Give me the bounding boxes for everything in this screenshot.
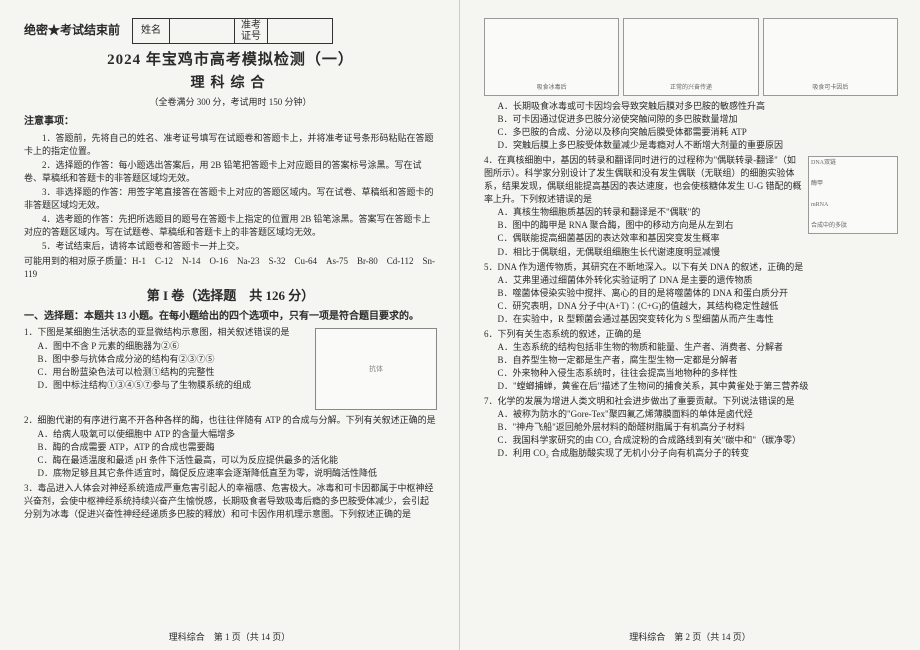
q2-opt-a: A．给病人吸氧可以使细胞中 ATP 的含量大幅增多 [38, 428, 438, 441]
footer-left: 理科综合 第 1 页（共 14 页） [0, 631, 459, 644]
atomic-masses: 可能用到的相对原子质量：H-1 C-12 N-14 O-16 Na-23 S-3… [24, 255, 437, 281]
question-7: 7．化学的发展为增进人类文明和社会进步做出了重要贡献。下列说法错误的是 A．被称… [484, 395, 898, 460]
q7-opt-a: A．被称为防水的"Gore-Tex"聚四氟乙烯薄膜面料的单体是卤代烃 [498, 408, 899, 421]
q6-stem: 6．下列有关生态系统的叙述，正确的是 [484, 329, 642, 339]
footer-right: 理科综合 第 2 页（共 14 页） [460, 631, 920, 644]
question-2: 2．细胞代谢的有序进行离不开各种各样的酶，也往往伴随有 ATP 的合成与分解。下… [24, 414, 437, 479]
q7-opt-b: B．"神舟飞船"返回舱外层材料的酚醛树脂属于有机高分子材料 [498, 421, 899, 434]
name-id-boxes: 姓名 准考 证号 [132, 18, 333, 44]
notice-item: 3．非选择题的作答：用签字笔直接答在答题卡上对应的答题区域内。写在试卷、草稿纸和… [24, 186, 437, 212]
q5-opt-b: B．噬菌体侵染实验中搅拌、离心的目的是将噬菌体的 DNA 和蛋白质分开 [498, 287, 899, 300]
q7-opt-d: D．利用 CO₂ 合成脂肪酸实现了无机小分子向有机高分子的转变 [498, 447, 899, 460]
exam-subject: 理科综合 [24, 74, 437, 94]
q3-figure-strip: 吸食冰毒后 正常的兴奋传递 吸食可卡因后 [484, 18, 898, 96]
exam-title: 2024 年宝鸡市高考模拟检测（一） [24, 50, 437, 72]
q5-stem: 5．DNA 作为遗传物质，其研究在不断地深入。以下有关 DNA 的叙述，正确的是 [484, 262, 803, 272]
q1-stem: 1．下图是某细胞生活状态的亚显微结构示意图，相关叙述错误的是 [24, 327, 290, 337]
q5-opt-a: A．艾弗里通过细菌体外转化实验证明了 DNA 是主要的遗传物质 [498, 274, 899, 287]
q6-opt-c: C．外来物种入侵生态系统时，往往会提高当地物种的多样性 [498, 367, 899, 380]
q6-opt-b: B．自养型生物一定都是生产者，腐生型生物一定都是分解者 [498, 354, 899, 367]
q4-opt-d: D．相比于偶联组，无偶联组细胞生长代谢速度明显减慢 [498, 246, 899, 259]
page-2: 吸食冰毒后 正常的兴奋传递 吸食可卡因后 A．长期吸食冰毒或可卡因均会导致突触后… [460, 0, 920, 650]
q7-opt-c: C．我国科学家研究的由 CO₂ 合成淀粉的合成路线到有关"碳中和"（碳净零） [498, 434, 899, 447]
q2-stem: 2．细胞代谢的有序进行离不开各种各样的酶，也往往伴随有 ATP 的合成与分解。下… [24, 415, 436, 425]
page-1: 绝密★考试结束前 姓名 准考 证号 2024 年宝鸡市高考模拟检测（一） 理科综… [0, 0, 460, 650]
q2-opt-c: C．酶在最适温度和最适 pH 条件下活性最高，可以为反应提供最多的活化能 [38, 454, 438, 467]
q4-figure: DNA双链 酶甲 mRNA 合成中的多肽 [808, 156, 898, 234]
notice-item: 2．选择题的作答：每小题选出答案后，用 2B 铅笔把答题卡上对应题目的答案标号涂… [24, 159, 437, 185]
q3-opt-d: D．突触后膜上多巴胺受体数量减少是毒瘾对人不断增大剂量的重要原因 [498, 139, 899, 152]
notice-item: 1．答题前，先将自己的姓名、准考证号填写在试题卷和答题卡上，并将准考证号条形码粘… [24, 132, 437, 158]
q2-opt-d: D．底物足够且其它条件适宜时，酶促反应速率会逐渐降低直至为零，说明酶活性降低 [38, 467, 438, 480]
section1-head: 一、选择题：本题共 13 小题。在每小题给出的四个选项中，只有一项是符合题目要求… [24, 310, 437, 325]
notice-item: 5．考试结束后，请将本试题卷和答题卡一并上交。 [24, 240, 437, 253]
question-4: DNA双链 酶甲 mRNA 合成中的多肽 4．在真核细胞中，基因的转录和翻译同时… [484, 154, 898, 258]
q4-stem: 4．在真核细胞中，基因的转录和翻译同时进行的过程称为"偶联转录-翻译"（如图所示… [484, 155, 802, 204]
notice-item: 4．选考题的作答：先把所选题目的题号在答题卡上指定的位置用 2B 铅笔涂黑。答案… [24, 213, 437, 239]
part1-title: 第 I 卷（选择题 共 126 分） [24, 287, 437, 306]
q3-options: A．长期吸食冰毒或可卡因均会导致突触后膜对多巴胺的敏感性升高 B．可卡因通过促进… [498, 100, 899, 152]
q6-opt-d: D．"螳螂捕蝉，黄雀在后"描述了生物间的捕食关系，其中黄雀处于第三营养级 [498, 380, 899, 393]
page-spread: 绝密★考试结束前 姓名 准考 证号 2024 年宝鸡市高考模拟检测（一） 理科综… [0, 0, 920, 650]
q7-stem: 7．化学的发展为增进人类文明和社会进步做出了重要贡献。下列说法错误的是 [484, 396, 795, 406]
secret-label: 绝密★考试结束前 [24, 22, 120, 39]
q5-opt-c: C．研究表明，DNA 分子中(A+T)︰(C+G)的值越大，其结构稳定性越低 [498, 300, 899, 313]
q2-opt-b: B．酶的合成需要 ATP，ATP 的合成也需要酶 [38, 441, 438, 454]
header-row: 绝密★考试结束前 姓名 准考 证号 [24, 18, 437, 44]
q1-figure: 抗体 [315, 328, 437, 410]
fig-cocaine: 吸食可卡因后 [763, 18, 898, 96]
question-3: 3．毒品进入人体会对神经系统造成严重危害引起人的幸福感、危害极大。冰毒和可卡因都… [24, 482, 437, 521]
q6-opt-a: A．生态系统的结构包括非生物的物质和能量、生产者、消费者、分解者 [498, 341, 899, 354]
q4-opt-c: C．偶联能提高细菌基因的表达效率和基因突变发生概率 [498, 232, 899, 245]
question-6: 6．下列有关生态系统的叙述，正确的是 A．生态系统的结构包括非生物的物质和能量、… [484, 328, 898, 393]
fig-ice: 吸食冰毒后 [484, 18, 619, 96]
name-field[interactable] [170, 19, 235, 43]
id-field[interactable] [268, 19, 332, 43]
name-label: 姓名 [133, 19, 170, 43]
fig-normal: 正常的兴奋传递 [623, 18, 758, 96]
question-5: 5．DNA 作为遗传物质，其研究在不断地深入。以下有关 DNA 的叙述，正确的是… [484, 261, 898, 326]
q3-opt-b: B．可卡因通过促进多巴胺分泌使突触间隙的多巴胺数量增加 [498, 113, 899, 126]
q3-opt-c: C．多巴胺的合成、分泌以及移向突触后膜受体都需要消耗 ATP [498, 126, 899, 139]
q3-stem: 3．毒品进入人体会对神经系统造成严重危害引起人的幸福感、危害极大。冰毒和可卡因都… [24, 483, 434, 519]
question-1: 抗体 1．下图是某细胞生活状态的亚显微结构示意图，相关叙述错误的是 A．图中不含… [24, 326, 437, 412]
q5-opt-d: D．在实验中，R 型颗菌会通过基因突变转化为 S 型细菌从而产生毒性 [498, 313, 899, 326]
q3-opt-a: A．长期吸食冰毒或可卡因均会导致突触后膜对多巴胺的敏感性升高 [498, 100, 899, 113]
id-label: 准考 证号 [235, 19, 268, 43]
exam-meta: （全卷满分 300 分，考试用时 150 分钟） [24, 96, 437, 109]
notice-head: 注意事项： [24, 115, 437, 130]
